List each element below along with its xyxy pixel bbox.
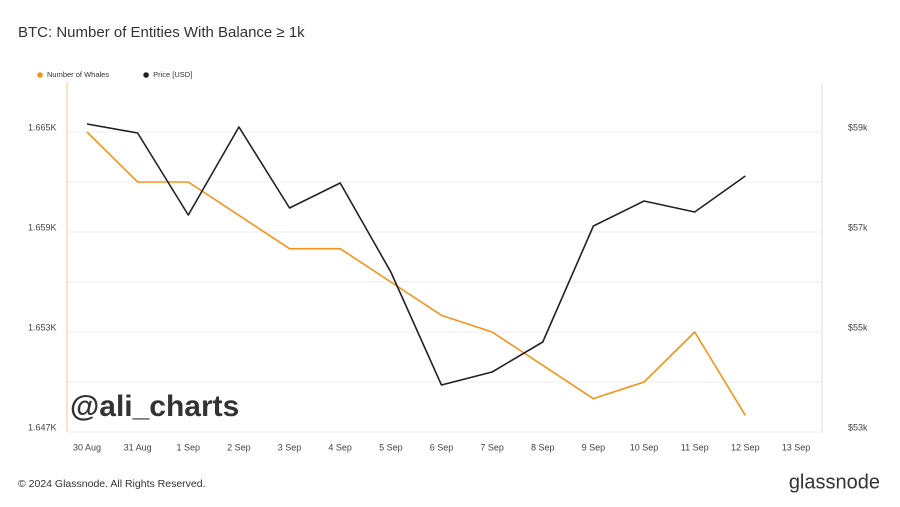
x-tick-label: 5 Sep: [379, 442, 403, 452]
x-tick-label: 8 Sep: [531, 442, 555, 452]
brand: glassnode: [789, 471, 880, 493]
legend-swatch: [143, 72, 149, 78]
series-line: [86, 131, 747, 416]
y-tick-label: 1.665K: [28, 122, 57, 132]
y-tick-label: 1.647K: [28, 422, 57, 432]
y2-tick-label: $59k: [848, 122, 868, 132]
x-tick-label: 12 Sep: [731, 442, 760, 452]
x-tick-label: 13 Sep: [782, 442, 811, 452]
legend-label: Number of Whales: [47, 70, 109, 79]
footer: © 2024 Glassnode. All Rights Reserved.: [18, 478, 206, 490]
x-tick-label: 6 Sep: [430, 442, 454, 452]
y2-tick-label: $55k: [848, 322, 868, 332]
x-tick-label: 3 Sep: [278, 442, 302, 452]
y2-tick-label: $53k: [848, 422, 868, 432]
chart-title: BTC: Number of Entities With Balance ≥ 1…: [18, 24, 305, 41]
x-tick-label: 10 Sep: [630, 442, 659, 452]
x-tick-label: 30 Aug: [73, 442, 101, 452]
series-line: [86, 123, 746, 386]
y-tick-label: 1.653K: [28, 322, 57, 332]
watermark: @ali_charts: [70, 390, 239, 423]
x-tick-label: 4 Sep: [328, 442, 352, 452]
x-tick-label: 1 Sep: [177, 442, 201, 452]
x-tick-label: 11 Sep: [681, 442, 709, 452]
x-tick-label: 2 Sep: [227, 442, 251, 452]
legend-label: Price [USD]: [153, 70, 192, 79]
legend-swatch: [37, 72, 43, 78]
x-tick-label: 7 Sep: [480, 442, 504, 452]
y-tick-label: 1.659K: [28, 222, 57, 232]
y2-tick-label: $57k: [848, 222, 868, 232]
x-tick-label: 31 Aug: [124, 442, 152, 452]
x-tick-label: 9 Sep: [582, 442, 606, 452]
